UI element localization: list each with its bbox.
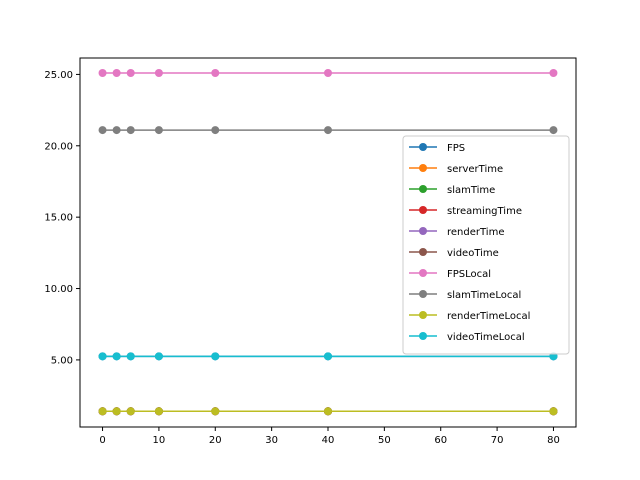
series-slamTimeLocal — [98, 126, 558, 135]
x-tick-label: 70 — [491, 435, 504, 446]
legend-marker — [419, 332, 427, 340]
y-tick-label: 25.00 — [44, 70, 73, 81]
legend-item: streamingTime — [409, 206, 522, 217]
legend-marker — [419, 290, 427, 298]
legend-label: slamTimeLocal — [447, 290, 521, 301]
legend-marker — [419, 164, 427, 172]
data-point — [211, 126, 220, 135]
legend-label: serverTime — [447, 164, 503, 175]
data-point — [324, 126, 332, 135]
data-point — [154, 68, 163, 77]
data-point — [154, 126, 163, 135]
data-point — [98, 126, 107, 135]
data-point — [112, 68, 121, 77]
legend-label: videoTime — [447, 248, 499, 259]
data-point — [154, 407, 163, 416]
data-point — [112, 126, 121, 135]
legend-item: videoTime — [409, 248, 499, 259]
data-point — [112, 407, 121, 416]
data-point — [549, 407, 558, 416]
legend-item: renderTimeLocal — [409, 311, 530, 322]
legend-item: renderTime — [409, 227, 504, 238]
y-tick-label: 10.00 — [44, 284, 73, 295]
data-point — [126, 352, 135, 361]
legend-marker — [419, 143, 427, 151]
x-tick-label: 80 — [547, 435, 560, 446]
series-layer — [98, 68, 558, 416]
legend-item: slamTime — [409, 185, 495, 196]
y-axis: 5.00 10.00 15.00 20.00 25.00 — [44, 70, 80, 366]
legend-label: FPS — [447, 143, 465, 154]
data-point — [324, 352, 332, 361]
series-renderTimeLocal — [98, 407, 558, 416]
x-tick-label: 50 — [378, 435, 391, 446]
data-point — [324, 407, 332, 416]
data-point — [98, 68, 107, 77]
legend-label: slamTime — [447, 185, 495, 196]
legend-marker — [419, 227, 427, 235]
x-axis: 0 10 20 30 40 50 60 70 80 — [99, 427, 560, 446]
x-tick-label: 40 — [322, 435, 335, 446]
y-tick-label: 20.00 — [44, 141, 73, 152]
data-point — [549, 126, 558, 135]
legend-label: FPSLocal — [447, 269, 491, 280]
data-point — [126, 126, 135, 135]
legend-item: videoTimeLocal — [409, 332, 525, 343]
data-point — [98, 407, 107, 416]
data-point — [324, 68, 332, 77]
data-point — [211, 407, 220, 416]
legend-marker — [419, 269, 427, 277]
data-point — [98, 352, 107, 361]
x-tick-label: 20 — [209, 435, 222, 446]
data-point — [112, 352, 121, 361]
x-tick-label: 0 — [99, 435, 105, 446]
legend-marker — [419, 311, 427, 319]
series-FPSLocal — [98, 68, 558, 77]
legend: FPS serverTime slamTime streamingTime render… — [402, 135, 570, 355]
data-point — [211, 68, 220, 77]
y-tick-label: 15.00 — [44, 213, 73, 224]
x-tick-label: 10 — [153, 435, 166, 446]
legend-box — [402, 135, 570, 355]
legend-marker — [419, 185, 427, 193]
data-point — [126, 68, 135, 77]
legend-label: streamingTime — [447, 206, 522, 217]
legend-marker — [419, 206, 427, 214]
legend-item: FPS — [409, 143, 465, 154]
legend-label: videoTimeLocal — [447, 332, 525, 343]
legend-label: renderTime — [447, 227, 504, 238]
data-point — [211, 352, 220, 361]
legend-marker — [419, 248, 427, 256]
legend-item: FPSLocal — [409, 269, 491, 280]
data-point — [549, 68, 558, 77]
x-tick-label: 60 — [434, 435, 447, 446]
y-tick-label: 5.00 — [51, 355, 73, 366]
data-point — [154, 352, 163, 361]
legend-label: renderTimeLocal — [447, 311, 530, 322]
legend-item: slamTimeLocal — [409, 290, 521, 301]
x-tick-label: 30 — [265, 435, 278, 446]
data-point — [126, 407, 135, 416]
legend-item: serverTime — [409, 164, 503, 175]
